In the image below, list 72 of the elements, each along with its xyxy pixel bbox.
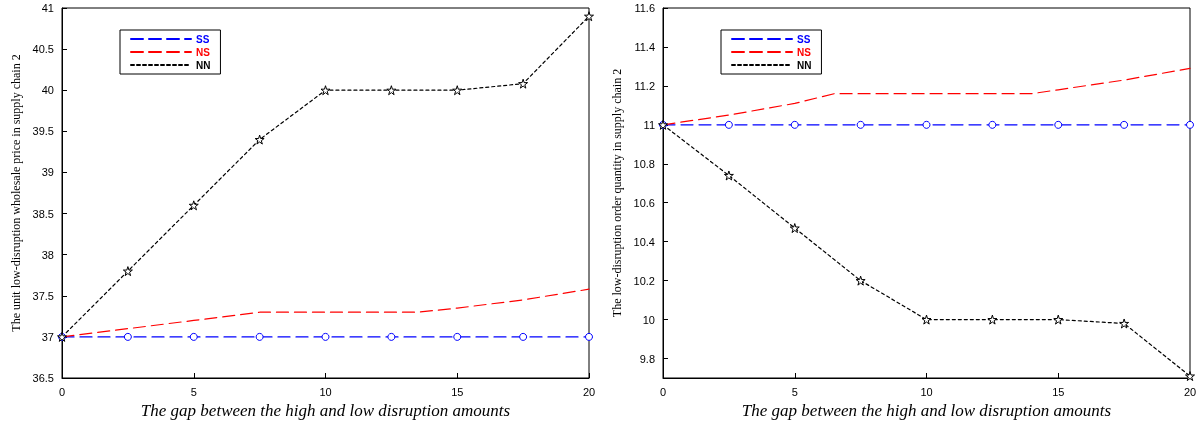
- point: [321, 332, 330, 341]
- x-tick-label: 20: [582, 385, 596, 398]
- y-tick-label: 10.4: [633, 235, 655, 248]
- text: NS: [196, 46, 211, 58]
- text: NN: [196, 59, 211, 71]
- x-tick-label: 20: [1183, 385, 1197, 398]
- point: [189, 332, 198, 341]
- point: [724, 120, 733, 129]
- point: [387, 332, 396, 341]
- y-tick-label: 40.5: [32, 43, 54, 56]
- y-tick-label: 11.2: [634, 79, 655, 92]
- text: SS: [797, 33, 811, 45]
- x-axis-title: The gap between the high and low disruption amounts: [140, 400, 511, 420]
- point: [386, 85, 397, 96]
- y-axis-title: The low-disruption order quantity in supply chain 2: [609, 68, 624, 318]
- x-tick-label: 10: [920, 385, 933, 398]
- x-tick-label: 15: [1052, 385, 1065, 398]
- y-tick-label: 40: [41, 84, 54, 97]
- point: [123, 332, 132, 341]
- y-tick-label: 38: [41, 248, 54, 261]
- point: [519, 332, 528, 341]
- point: [1119, 318, 1130, 329]
- point: [453, 332, 462, 341]
- point: [255, 332, 264, 341]
- point: [723, 170, 734, 181]
- y-tick-label: 41: [41, 2, 54, 14]
- point: [856, 120, 865, 129]
- point: [584, 11, 594, 22]
- x-axis-title: The gap between the high and low disruption amounts: [741, 400, 1112, 420]
- point: [921, 314, 932, 325]
- point: [122, 266, 133, 277]
- y-tick-label: 39: [41, 166, 54, 179]
- y-tick-label: 39.5: [32, 125, 54, 138]
- point: [320, 85, 331, 96]
- y-tick-label: 38.5: [32, 207, 54, 220]
- point: [254, 134, 265, 145]
- y-tick-label: 10.6: [633, 196, 655, 209]
- point: [855, 275, 866, 286]
- text: NS: [797, 46, 812, 58]
- x-tick-label: 0: [58, 385, 66, 398]
- y-tick-label: 37.5: [32, 289, 54, 302]
- y-tick-label: 10.8: [633, 157, 655, 170]
- point: [988, 120, 997, 129]
- y-axis-title: The unit low-disruption wholesale price in supply chain 2: [8, 54, 23, 332]
- x-tick-label: 5: [791, 385, 798, 398]
- point: [1186, 120, 1194, 129]
- point: [1054, 120, 1063, 129]
- y-tick-label: 11: [643, 118, 655, 131]
- x-tick-label: 0: [659, 385, 667, 398]
- y-tick-label: 11.6: [634, 2, 655, 14]
- point: [518, 78, 529, 89]
- y-tick-label: 11.4: [634, 40, 655, 53]
- x-tick-label: 15: [451, 385, 464, 398]
- y-tick-label: 9.8: [639, 352, 655, 365]
- point: [452, 85, 463, 96]
- y-tick-label: 10.2: [633, 274, 655, 287]
- y-tick-label: 10: [642, 313, 655, 326]
- point: [790, 120, 799, 129]
- y-tick-label: 37: [41, 330, 54, 343]
- point: [987, 314, 998, 325]
- x-tick-label: 5: [190, 385, 197, 398]
- point: [922, 120, 931, 129]
- y-tick-label: 36.5: [32, 372, 54, 384]
- point: [1053, 314, 1064, 325]
- point: [188, 200, 199, 211]
- x-tick-label: 10: [319, 385, 332, 398]
- point: [1120, 120, 1129, 129]
- point: [585, 332, 593, 341]
- text: SS: [196, 33, 210, 45]
- point: [789, 223, 800, 234]
- point: [1185, 371, 1195, 382]
- text: NN: [797, 59, 812, 71]
